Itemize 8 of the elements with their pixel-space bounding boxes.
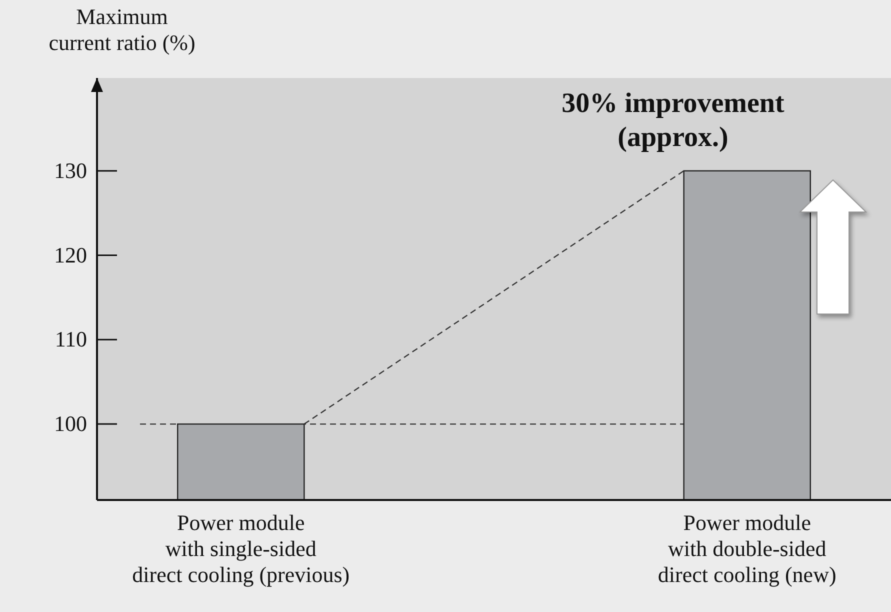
x-tick-label: Power module with single-sided direct cooling (previous)	[132, 510, 350, 587]
annotation: 30% improvement (approx.)	[562, 88, 786, 153]
y-axis-title: Maximum current ratio (%)	[48, 4, 196, 55]
y-tick-label: 130	[54, 158, 87, 183]
x-tick-label: Power module with double-sided direct cooling (new)	[658, 510, 836, 587]
y-tick-label: 120	[54, 242, 87, 268]
y-tick-label: 110	[54, 326, 87, 352]
y-tick-label: 100	[54, 411, 87, 436]
